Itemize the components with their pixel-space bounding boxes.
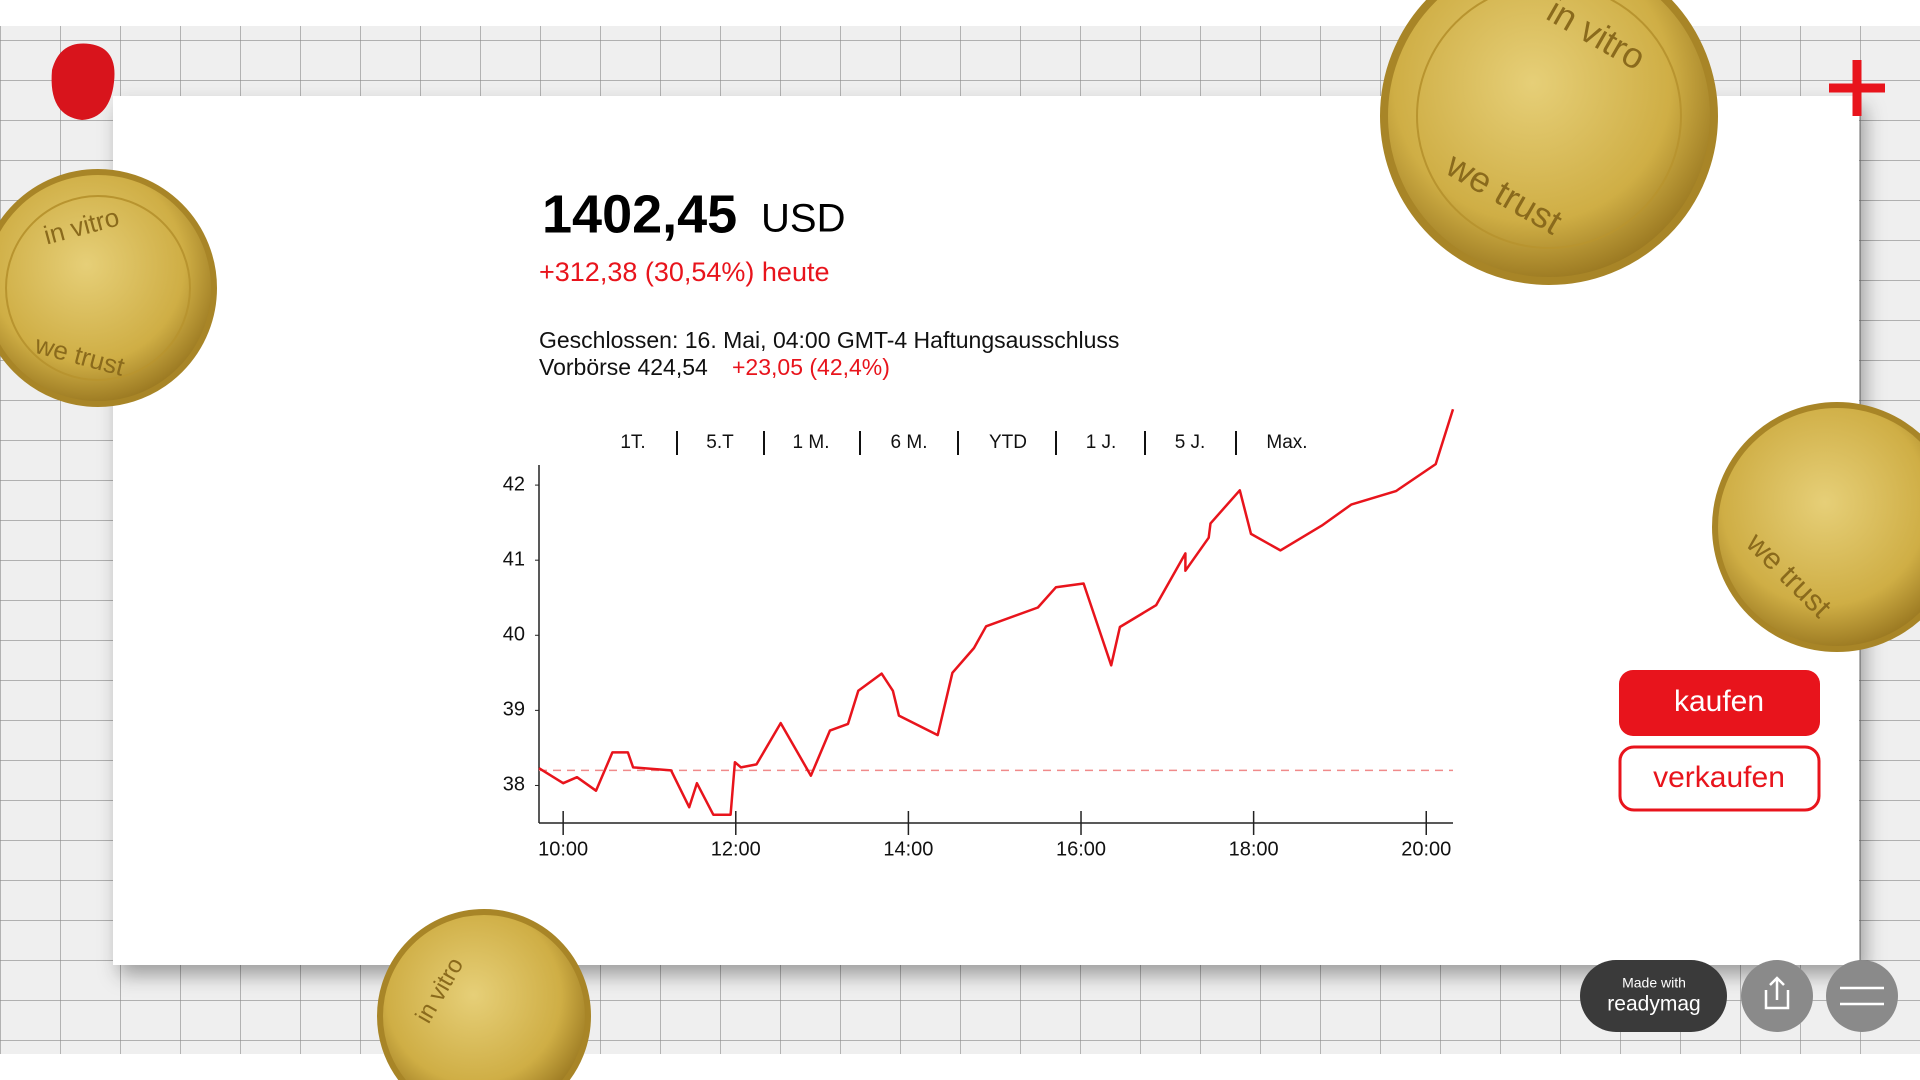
range-tab[interactable]: YTD <box>989 432 1027 453</box>
premarket: Vorbörse 424,54 <box>539 354 708 380</box>
range-tab[interactable]: 1 J. <box>1086 432 1117 453</box>
y-tick-label: 40 <box>503 624 525 646</box>
x-tick-label: 20:00 <box>1401 838 1451 860</box>
coin: in vitro we trust <box>0 169 217 407</box>
bottom-strip <box>0 1054 1920 1080</box>
y-tick-label: 38 <box>503 774 525 796</box>
price-change: +312,38 (30,54%) heute <box>539 257 829 287</box>
share-button[interactable] <box>1741 960 1813 1032</box>
closed-info: Geschlossen: 16. Mai, 04:00 GMT-4 Haftun… <box>539 327 1119 353</box>
badge-top[interactable]: Made with <box>1622 975 1686 991</box>
price-line <box>538 408 1455 816</box>
price: 1402,45 <box>542 184 737 244</box>
range-tab[interactable]: 6 M. <box>891 432 928 453</box>
coin: we trust <box>1712 402 1920 652</box>
currency: USD <box>761 197 845 241</box>
sell-button[interactable]: verkaufen <box>1618 745 1821 812</box>
x-tick-label: 14:00 <box>883 838 933 860</box>
sell-label[interactable]: verkaufen <box>1653 761 1785 794</box>
close-plus[interactable] <box>1829 60 1885 116</box>
premarket-change: +23,05 (42,4%) <box>732 354 890 380</box>
y-tick-label: 42 <box>503 473 525 495</box>
buy-label[interactable]: kaufen <box>1674 685 1764 718</box>
y-tick-label: 41 <box>503 548 525 570</box>
range-tab[interactable]: 1T. <box>620 432 645 453</box>
menu-button[interactable] <box>1826 960 1898 1032</box>
red-blob <box>51 43 115 120</box>
y-tick-label: 39 <box>503 699 525 721</box>
range-tab[interactable]: Max. <box>1266 432 1307 453</box>
x-tick-label: 10:00 <box>538 838 588 860</box>
range-tab[interactable]: 1 M. <box>793 432 830 453</box>
badge-brand[interactable]: readymag <box>1607 993 1700 1016</box>
buy-button[interactable]: kaufen <box>1619 670 1820 736</box>
x-tick-label: 18:00 <box>1229 838 1279 860</box>
x-tick-label: 12:00 <box>711 838 761 860</box>
coin: in vitro <box>377 909 591 1080</box>
readymag-badge[interactable]: Made with readymag <box>1580 960 1727 1032</box>
range-tab[interactable]: 5 J. <box>1175 432 1206 453</box>
coin: in vitro we trust <box>1380 0 1718 285</box>
range-separators <box>676 431 1237 455</box>
x-tick-label: 16:00 <box>1056 838 1106 860</box>
range-tab[interactable]: 5.T <box>706 432 734 453</box>
